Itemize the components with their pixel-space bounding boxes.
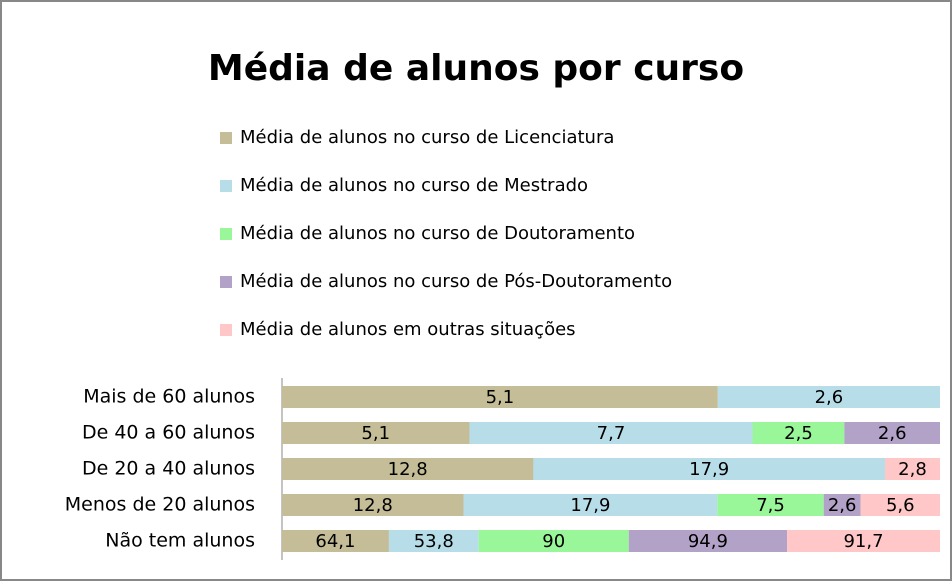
y-tick-label: Não tem alunos	[105, 530, 255, 552]
y-tick-label: Menos de 20 alunos	[65, 494, 255, 516]
chart-title: Média de alunos por curso	[208, 48, 744, 89]
bar-segment	[752, 422, 845, 444]
data-label: 17,9	[689, 459, 729, 480]
data-label: 5,1	[361, 423, 390, 444]
bar-segment	[844, 422, 940, 444]
bar-segment	[463, 494, 718, 516]
data-label: 90	[542, 531, 565, 552]
data-label: 5,6	[886, 495, 915, 516]
bar-segment	[787, 530, 940, 552]
y-tick-label: De 20 a 40 alunos	[82, 458, 255, 480]
legend-label: Média de alunos no curso de Pós-Doutoram…	[240, 271, 672, 292]
bar-segment	[469, 422, 753, 444]
bar-segment	[282, 458, 534, 480]
bar-segment	[717, 494, 824, 516]
bar-segment	[717, 386, 940, 408]
legend-label: Média de alunos no curso de Mestrado	[240, 175, 588, 196]
data-label: 2,8	[898, 459, 927, 480]
data-label: 2,6	[828, 495, 857, 516]
bar-segment	[478, 530, 629, 552]
bar-segment	[885, 458, 940, 480]
data-label: 2,6	[878, 423, 907, 444]
legend-swatch	[220, 180, 232, 192]
bar-segment	[628, 530, 788, 552]
legend-label: Média de alunos no curso de Doutoramento	[240, 223, 635, 244]
legend-label: Média de alunos no curso de Licenciatura	[240, 127, 614, 148]
bar-segment	[533, 458, 886, 480]
data-label: 91,7	[843, 531, 883, 552]
data-label: 12,8	[388, 459, 428, 480]
legend-swatch	[220, 228, 232, 240]
legend-label: Média de alunos em outras situações	[240, 319, 576, 340]
data-label: 94,9	[688, 531, 728, 552]
legend-swatch	[220, 132, 232, 144]
y-tick-label: Mais de 60 alunos	[83, 386, 255, 408]
bar-segment	[823, 494, 861, 516]
data-label: 7,7	[597, 423, 626, 444]
bar-segment	[388, 530, 479, 552]
bar-segment	[282, 422, 470, 444]
data-label: 2,6	[815, 387, 844, 408]
data-label: 5,1	[486, 387, 515, 408]
bar-segment	[282, 530, 389, 552]
y-tick-label: De 40 a 60 alunos	[82, 422, 255, 444]
data-label: 17,9	[570, 495, 610, 516]
data-label: 12,8	[353, 495, 393, 516]
legend-swatch	[220, 276, 232, 288]
bar-segment	[860, 494, 940, 516]
legend-swatch	[220, 324, 232, 336]
data-label: 7,5	[756, 495, 785, 516]
bar-segment	[282, 494, 464, 516]
data-label: 64,1	[315, 531, 355, 552]
data-label: 53,8	[414, 531, 454, 552]
data-label: 2,5	[784, 423, 813, 444]
bar-segment	[282, 386, 718, 408]
